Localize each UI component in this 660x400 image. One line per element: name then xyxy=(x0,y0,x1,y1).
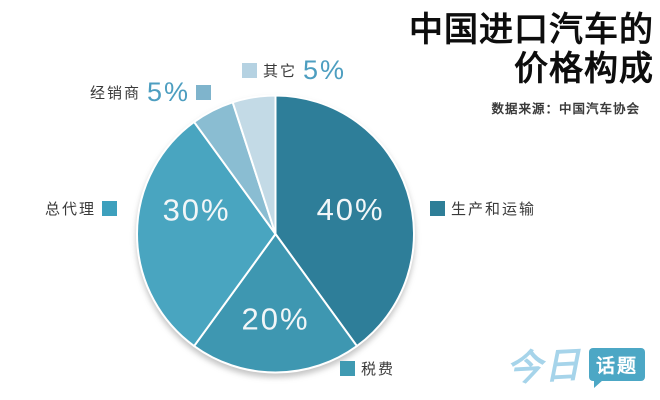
logo-text-jinri: 今日 xyxy=(505,344,584,389)
pie-slice-label: 30% xyxy=(163,193,231,228)
legend-label-production-transport: 生产和运输 xyxy=(451,201,537,218)
legend-item-general-agent: 总代理 xyxy=(45,200,118,218)
pie-slice-4 xyxy=(231,94,277,235)
page-title-line2: 价格构成 xyxy=(514,50,654,88)
brand-logo: 今日 话题 xyxy=(505,338,645,390)
legend-swatch-taxes xyxy=(340,361,355,376)
page-title-line1: 中国进口汽车的 xyxy=(409,11,654,49)
pie-slice-label: 20% xyxy=(241,301,309,336)
legend-swatch-general-agent xyxy=(102,201,118,216)
legend-swatch-other xyxy=(242,63,257,78)
legend-label-dealer: 经销商 xyxy=(90,84,142,102)
legend-label-other: 其它 xyxy=(263,63,298,80)
legend-item-other: 其它 5% xyxy=(242,57,346,84)
legend-percent-dealer: 5% xyxy=(147,76,191,107)
legend-item-production-transport: 生产和运输 xyxy=(430,200,537,218)
logo-badge-huati: 话题 xyxy=(588,347,645,388)
pie-slice-2 xyxy=(136,120,277,348)
legend-label-general-agent: 总代理 xyxy=(45,201,97,218)
legend-item-dealer: 经销商 5% xyxy=(90,76,212,107)
pie-slice-label: 40% xyxy=(317,192,385,227)
legend-label-taxes: 税费 xyxy=(361,361,396,378)
pie-slice-0 xyxy=(274,94,415,348)
data-source: 数据来源：中国汽车协会 xyxy=(491,102,640,116)
pie-slice-1 xyxy=(193,233,358,374)
legend-swatch-dealer xyxy=(196,84,212,100)
legend-swatch-production-transport xyxy=(430,201,445,216)
title-block: 中国进口汽车的 价格构成 数据来源：中国汽车协会 xyxy=(409,11,654,117)
legend-percent-other: 5% xyxy=(303,55,347,85)
legend-item-taxes: 税费 xyxy=(340,360,396,378)
